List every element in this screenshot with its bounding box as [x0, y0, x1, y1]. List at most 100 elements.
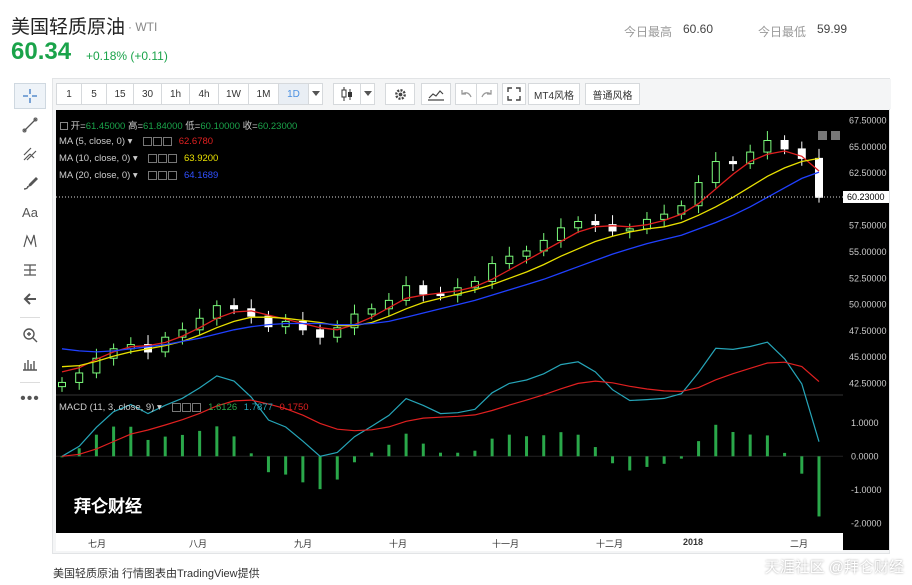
measure-icon[interactable]	[14, 351, 46, 377]
scroll-up-icon[interactable]	[818, 131, 827, 140]
price-axis-svg: 67.50000 65.00000 62.50000 57.50000 55.00000…	[843, 116, 889, 528]
x-tick-label: 九月	[294, 539, 313, 549]
macd-histogram-bar	[129, 426, 133, 457]
candle-body	[333, 327, 342, 338]
macd-histogram-bar	[146, 439, 150, 457]
macd-signal-line	[61, 361, 820, 457]
macd-label: MACD (11, 3, close, 9)	[59, 402, 155, 413]
last-price: 60.34	[11, 38, 72, 65]
brush-icon[interactable]	[14, 170, 46, 196]
candle-body	[178, 329, 187, 338]
price-tick-label: 52.50000	[849, 273, 887, 283]
redo-icon[interactable]	[476, 83, 498, 105]
fib-retracement-icon[interactable]	[14, 257, 46, 283]
candle-body	[75, 372, 84, 383]
interval-button-1[interactable]: 1	[56, 83, 82, 105]
trend-line-icon[interactable]	[14, 112, 46, 138]
interval-button-1w[interactable]: 1W	[218, 83, 249, 105]
ma5-legend[interactable]: MA (5, close, 0) ▾ 62.6780	[59, 136, 214, 147]
interval-button-4h[interactable]: 4h	[189, 83, 219, 105]
back-arrow-icon[interactable]	[14, 286, 46, 312]
macd-histogram-bar	[611, 456, 615, 464]
macd-histogram-bar	[421, 443, 425, 457]
settings-gear-icon[interactable]	[385, 83, 415, 105]
text-tool-icon[interactable]: Aa	[22, 204, 38, 220]
macd-line	[61, 341, 820, 457]
scroll-down-icon[interactable]	[831, 131, 840, 140]
candle-body	[660, 213, 669, 220]
open-value: 61.45000	[85, 121, 126, 132]
candle-body	[746, 151, 755, 165]
x-tick-label: 七月	[88, 539, 107, 549]
instrument-title: 美国轻质原油	[11, 17, 126, 38]
candle-body	[694, 182, 703, 207]
interval-button-5[interactable]: 5	[81, 83, 107, 105]
collapse-icon[interactable]	[60, 122, 68, 131]
instrument-symbol: · WTI	[128, 20, 158, 34]
price-tick-label: 65.00000	[849, 142, 887, 152]
chart-plot-area[interactable]: 开=61.45000 高=61.84000 低=60.10000 收=60.23…	[56, 110, 843, 550]
crosshair-icon[interactable]	[14, 83, 46, 109]
chart-type-dropdown-icon[interactable]	[360, 83, 375, 105]
candle-body	[625, 228, 634, 232]
interval-button-15[interactable]: 15	[106, 83, 134, 105]
zoom-in-icon[interactable]	[14, 322, 46, 348]
price-tick-label: 47.50000	[849, 326, 887, 336]
day-low-label: 今日最低	[758, 25, 807, 39]
pitchfork-icon[interactable]	[14, 141, 46, 167]
candle-body	[264, 315, 273, 328]
macd-histogram-bar	[301, 456, 305, 483]
macd-histogram-bar	[77, 448, 81, 457]
price-tick-label: 50.00000	[849, 300, 887, 310]
ma20-line	[61, 171, 820, 353]
macd-histogram-bar	[507, 434, 511, 457]
indicators-icon[interactable]	[421, 83, 451, 105]
normal-style-button[interactable]: 普通风格	[585, 83, 640, 105]
candle-body	[58, 381, 66, 388]
candlestick-icon[interactable]	[333, 83, 361, 105]
candle-body	[505, 255, 514, 265]
macd-histogram-bar	[284, 456, 288, 475]
ma20-value: 64.1689	[183, 170, 219, 181]
more-tools-icon[interactable]: •••	[20, 390, 40, 407]
macd-histogram-bar	[765, 435, 769, 457]
macd-histogram-bar	[662, 456, 666, 464]
interval-button-1d[interactable]: 1D	[278, 83, 309, 105]
candle-body	[711, 161, 720, 184]
candle-body	[230, 305, 239, 310]
macd-histogram-bar	[473, 450, 477, 457]
undo-icon[interactable]	[455, 83, 477, 105]
interval-button-30[interactable]: 30	[133, 83, 162, 105]
macd-histogram-bar	[697, 441, 701, 457]
interval-button-1h[interactable]: 1h	[161, 83, 190, 105]
ma5-value: 62.6780	[178, 136, 214, 147]
macd-legend[interactable]: MACD (11, 3, close, 9) ▾ 1.6126 1.7877 0…	[59, 402, 309, 413]
macd-line-value: 1.7877	[243, 402, 273, 413]
macd-histogram-bar	[249, 453, 253, 457]
price-tick-label: 67.50000	[849, 116, 887, 126]
price-axis[interactable]: 67.50000 65.00000 62.50000 57.50000 55.00000…	[843, 110, 889, 550]
candle-body	[488, 263, 497, 282]
time-axis[interactable]: 七月 八月 九月 十月 十一月 十二月 2018 二月	[56, 533, 843, 551]
candle-body	[556, 227, 565, 241]
macd-histogram-bar	[783, 452, 787, 457]
ohlc-legend: 开=61.45000 高=61.84000 低=60.10000 收=60.23…	[59, 118, 297, 132]
fullscreen-icon[interactable]	[502, 83, 526, 105]
macd-histogram-bar	[490, 438, 494, 457]
candle-body	[780, 140, 789, 150]
ma20-legend[interactable]: MA (20, close, 0) ▾ 64.1689	[59, 170, 219, 181]
interval-dropdown-icon[interactable]	[308, 83, 323, 105]
mt4-style-button[interactable]: MT4风格	[528, 83, 580, 105]
macd-histogram-bar	[266, 456, 270, 473]
toolbar-divider	[20, 382, 40, 383]
pattern-icon[interactable]	[14, 228, 46, 254]
candle-body	[763, 140, 772, 153]
candle-body	[212, 305, 221, 319]
candle-body	[522, 250, 531, 257]
interval-button-1m[interactable]: 1M	[248, 83, 279, 105]
macd-histogram-bar	[731, 432, 735, 457]
price-tick-label: 42.50000	[849, 379, 887, 389]
x-tick-label: 八月	[189, 539, 208, 549]
candle-body	[298, 320, 307, 331]
ma10-legend[interactable]: MA (10, close, 0) ▾ 63.9200	[59, 153, 219, 164]
